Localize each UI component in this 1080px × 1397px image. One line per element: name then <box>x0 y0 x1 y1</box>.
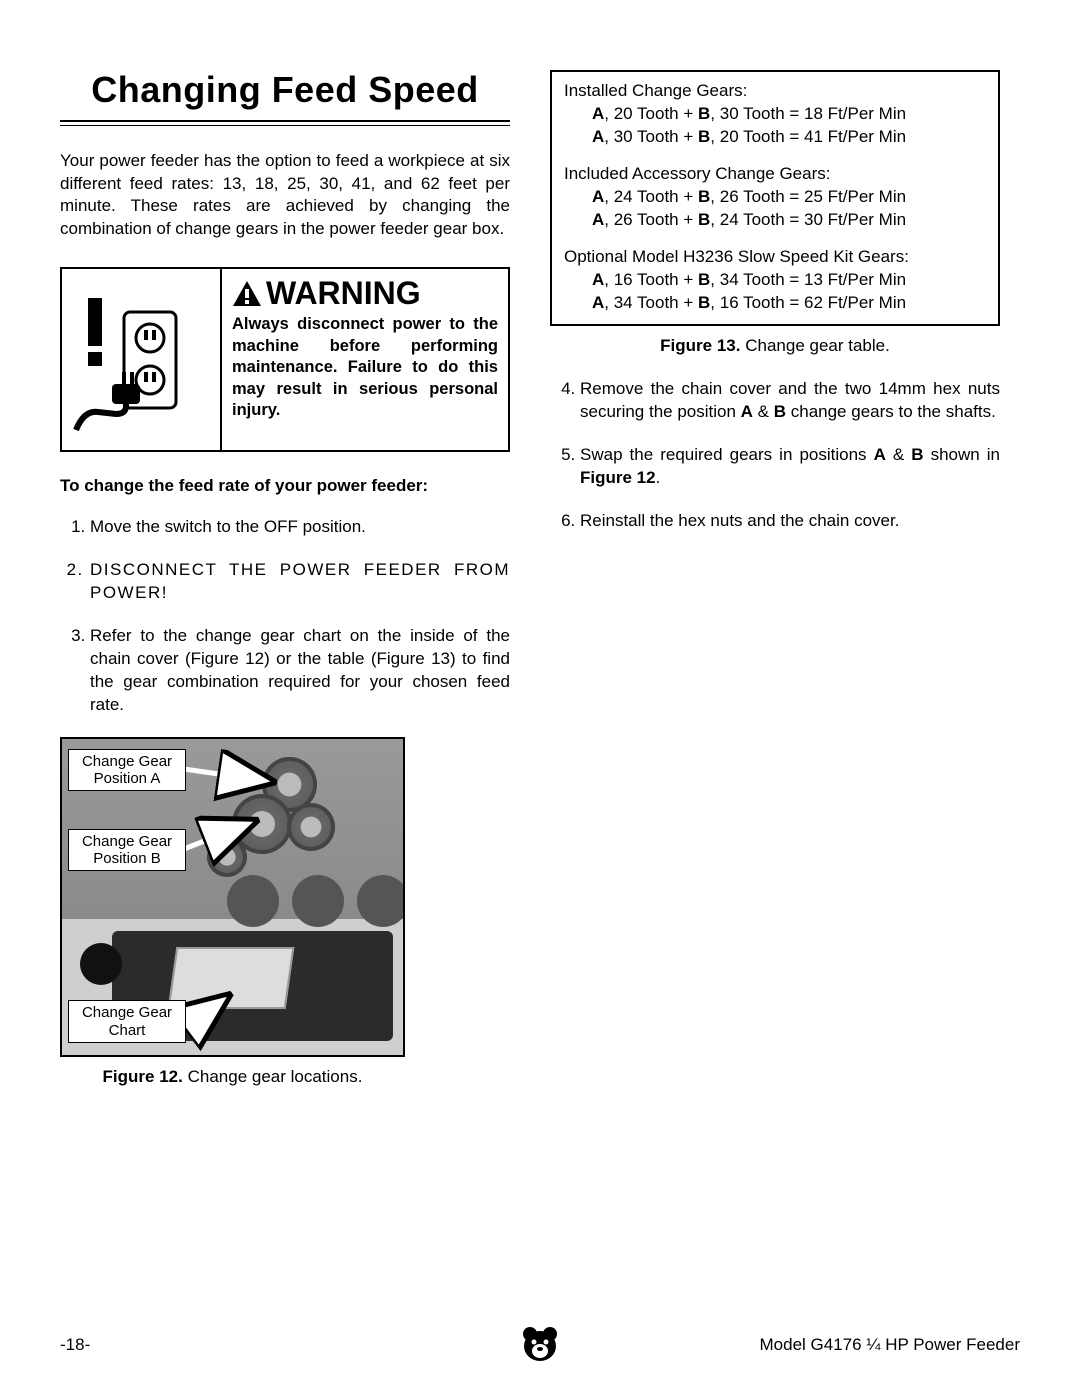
gear-table-group: Optional Model H3236 Slow Speed Kit Gear… <box>564 246 986 315</box>
gear-table-group: Installed Change Gears:A, 20 Tooth + B, … <box>564 80 986 149</box>
warning-box: WARNING Always disconnect power to the m… <box>60 267 510 452</box>
fig12-caption-label: Figure 12. <box>103 1067 183 1086</box>
gear-row: A, 30 Tooth + B, 20 Tooth = 41 Ft/Per Mi… <box>564 126 986 149</box>
page-footer: -18- Model G4176 ¼ HP Power Feeder <box>60 1335 1020 1355</box>
gear-row: A, 20 Tooth + B, 30 Tooth = 18 Ft/Per Mi… <box>564 103 986 126</box>
fig12-callout-chart: Change Gear Chart <box>68 1000 186 1043</box>
gear-group-heading: Installed Change Gears: <box>564 80 986 103</box>
change-gear-table: Installed Change Gears:A, 20 Tooth + B, … <box>550 70 1000 326</box>
step: Swap the required gears in positions A &… <box>580 444 1000 490</box>
gear-group-heading: Optional Model H3236 Slow Speed Kit Gear… <box>564 246 986 269</box>
fig12-callout-b: Change Gear Position B <box>68 829 186 872</box>
step-1: Move the switch to the OFF position. <box>90 516 510 539</box>
warning-body: Always disconnect power to the machine b… <box>232 314 498 421</box>
gear-table-group: Included Accessory Change Gears:A, 24 To… <box>564 163 986 232</box>
page-number: -18- <box>60 1335 90 1355</box>
figure-13-caption: Figure 13. Change gear table. <box>550 336 1000 356</box>
step-2: DISCONNECT THE POWER FEEDER FROM POWER! <box>90 559 510 605</box>
gear-row: A, 34 Tooth + B, 16 Tooth = 62 Ft/Per Mi… <box>564 292 986 315</box>
step-3: Refer to the change gear chart on the in… <box>90 625 510 717</box>
gear-group-heading: Included Accessory Change Gears: <box>564 163 986 186</box>
warning-heading: WARNING <box>232 275 498 312</box>
gear-row: A, 16 Tooth + B, 34 Tooth = 13 Ft/Per Mi… <box>564 269 986 292</box>
warning-triangle-icon <box>232 280 262 308</box>
intro-paragraph: Your power feeder has the option to feed… <box>60 150 510 242</box>
left-column: Changing Feed Speed Your power feeder ha… <box>60 70 510 1087</box>
steps-4-6: Remove the chain cover and the two 14mm … <box>550 378 1000 533</box>
bear-logo-icon <box>520 1324 560 1367</box>
warning-heading-text: WARNING <box>266 275 421 312</box>
steps-1-3: Move the switch to the OFF position. DIS… <box>60 516 510 717</box>
procedure-lead: To change the feed rate of your power fe… <box>60 476 510 496</box>
right-column: Installed Change Gears:A, 20 Tooth + B, … <box>550 70 1000 1087</box>
page-title: Changing Feed Speed <box>60 70 510 110</box>
title-rule <box>60 120 510 126</box>
step: Remove the chain cover and the two 14mm … <box>580 378 1000 424</box>
fig13-caption-label: Figure 13. <box>660 336 740 355</box>
gear-row: A, 24 Tooth + B, 26 Tooth = 25 Ft/Per Mi… <box>564 186 986 209</box>
fig12-caption-text: Change gear locations. <box>188 1067 363 1086</box>
gear-row: A, 26 Tooth + B, 24 Tooth = 30 Ft/Per Mi… <box>564 209 986 232</box>
fig12-callout-a: Change Gear Position A <box>68 749 186 792</box>
warning-illustration <box>62 269 222 450</box>
fig13-caption-text: Change gear table. <box>745 336 890 355</box>
model-label: Model G4176 ¼ HP Power Feeder <box>760 1335 1021 1355</box>
figure-12-caption: Figure 12. Change gear locations. <box>60 1067 405 1087</box>
step: Reinstall the hex nuts and the chain cov… <box>580 510 1000 533</box>
figure-12: Change Gear Position A Change Gear Posit… <box>60 737 405 1057</box>
